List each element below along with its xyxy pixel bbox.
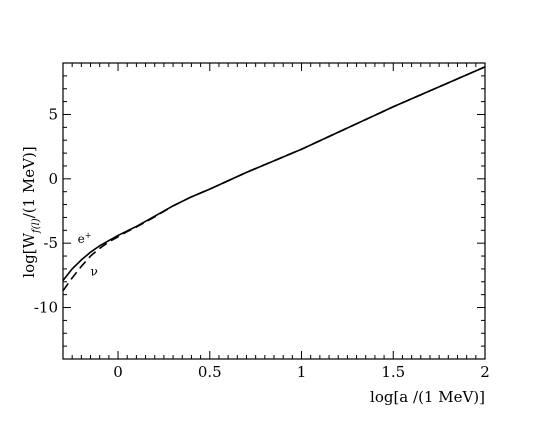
- series-line-e-plus: [62, 66, 486, 281]
- x-axis-label: log[a /(1 MeV)]: [370, 388, 485, 406]
- plot-frame: [62, 62, 486, 360]
- y-axis-label: log[Wf(l)/(1 MeV)]: [20, 146, 42, 277]
- x-tick-label: 2: [480, 363, 490, 381]
- y-tick-label: -10: [34, 299, 58, 317]
- x-tick-label: 1: [297, 363, 307, 381]
- annotation-nu: ν: [91, 264, 98, 278]
- annotation-e-plus: e+: [78, 231, 92, 246]
- ticks-layer: 0 0.5 1 1.5 2 -10 -5 0 5: [34, 62, 490, 381]
- x-tick-label: 0: [113, 363, 123, 381]
- y-axis-label-subscript: f(l): [31, 218, 42, 234]
- x-tick-label: 0.5: [198, 363, 222, 381]
- series-layer: [62, 66, 486, 292]
- series-line-nu: [62, 66, 486, 292]
- y-tick-label: -5: [43, 234, 58, 252]
- y-tick-label: 0: [48, 170, 58, 188]
- x-tick-label: 1.5: [381, 363, 405, 381]
- y-tick-label: 5: [48, 105, 58, 123]
